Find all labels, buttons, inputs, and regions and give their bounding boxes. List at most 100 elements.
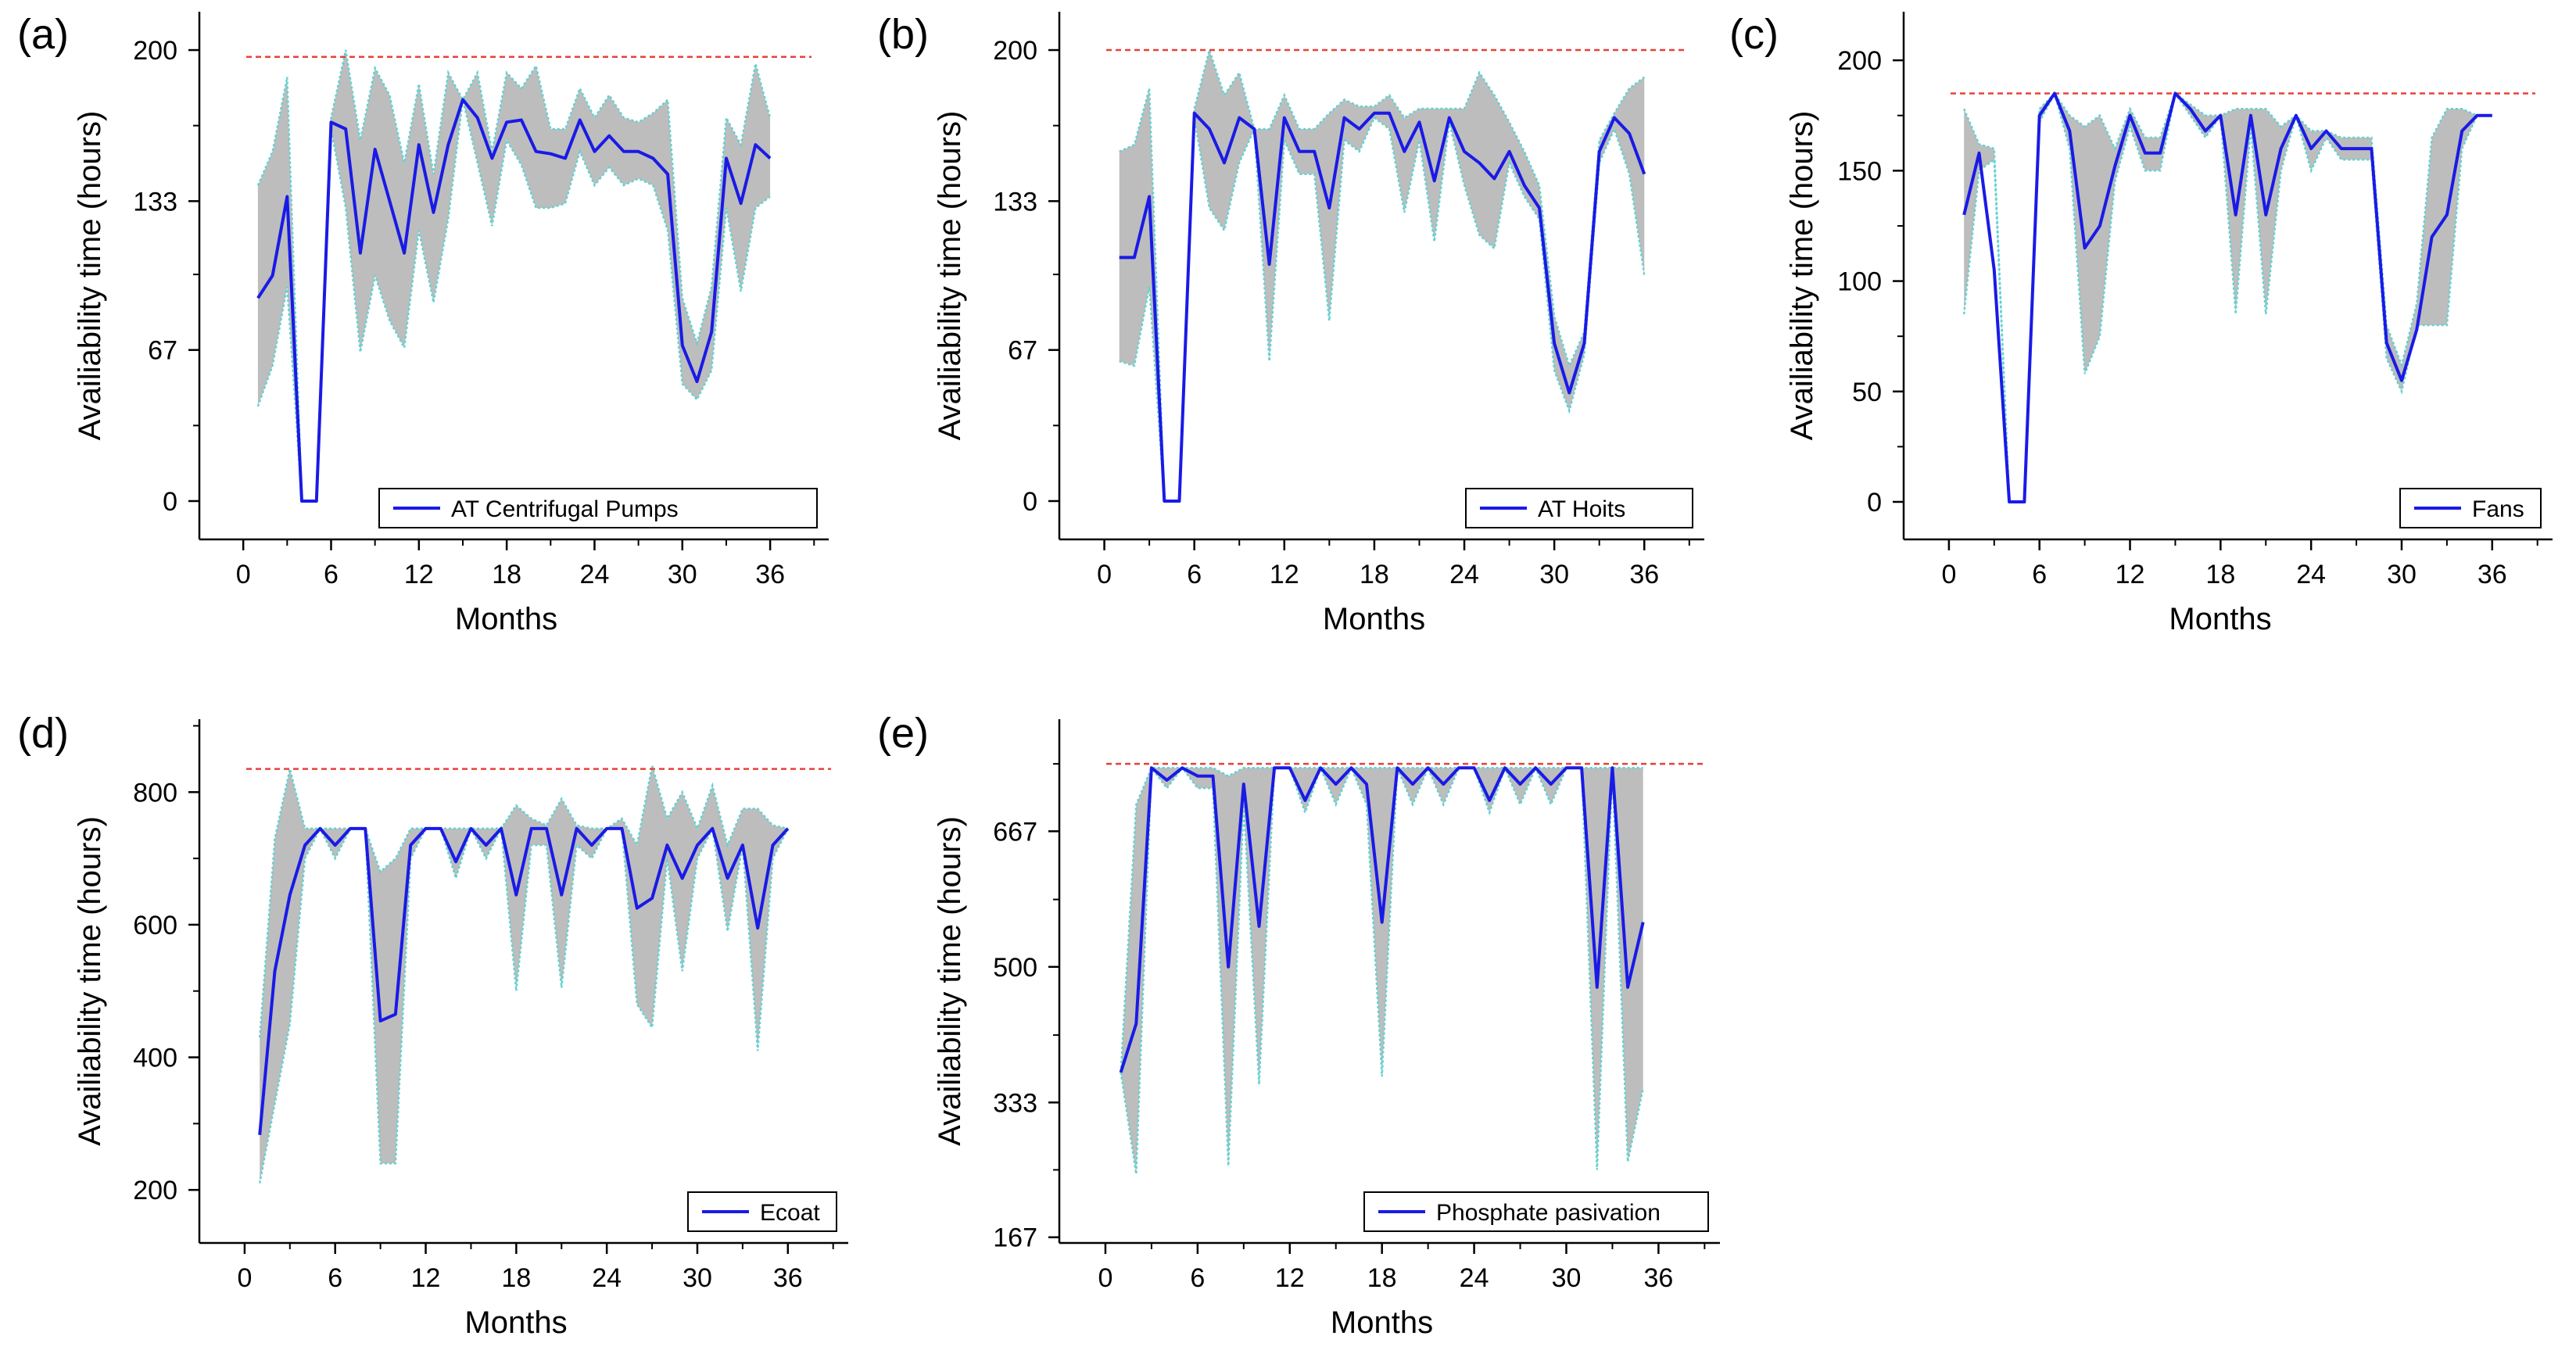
y-tick-label: 500 [993,953,1037,983]
y-tick-label: 133 [993,187,1037,217]
x-tick-label: 12 [1275,1263,1305,1293]
y-tick-label: 333 [993,1088,1037,1118]
legend-box [378,488,818,528]
y-tick-label: 50 [1852,378,1882,407]
x-tick-label: 24 [1460,1263,1489,1293]
y-axis-title: Availiability time (hours) [933,111,967,441]
legend: Fans [2399,488,2542,528]
x-tick-label: 0 [1097,560,1112,589]
x-axis-title: Months [1323,602,1425,636]
x-axis-title: Months [2169,602,2271,636]
band-upper-edge [1963,91,2492,503]
x-tick-label: 12 [411,1263,441,1293]
x-tick-label: 24 [1449,560,1479,589]
x-tick-label: 30 [1552,1263,1582,1293]
x-tick-label: 36 [755,560,785,589]
x-tick-label: 0 [1941,560,1956,589]
legend: Phosphate pasivation [1363,1191,1709,1232]
y-axis-title: Availiability time (hours) [1785,111,1819,441]
x-tick-label: 30 [1539,560,1569,589]
legend-label: Fans [2472,496,2524,522]
uncertainty-band [1964,93,2492,502]
x-tick-label: 36 [1629,560,1659,589]
y-tick-label: 200 [133,36,177,66]
y-tick-label: 133 [133,187,177,217]
x-tick-label: 18 [492,560,521,589]
y-axis-title: Availiability time (hours) [933,816,967,1146]
x-tick-label: 36 [1643,1263,1673,1293]
y-tick-label: 400 [133,1044,177,1073]
y-tick-label: 100 [1837,267,1882,297]
x-tick-label: 30 [668,560,697,589]
band-lower-edge [1120,765,1644,1174]
chart-panel: (c) 0 6 12 18 24 30 36 0 50 100 150 200 Months Availia… [1729,11,2553,636]
x-tick-label: 6 [1187,560,1202,589]
x-tick-label: 12 [2116,560,2145,589]
legend-label: AT Centrifugal Pumps [451,496,679,522]
uncertainty-band [1120,768,1643,1174]
x-tick-label: 18 [501,1263,531,1293]
x-tick-label: 18 [2205,560,2235,589]
panel-letter: (b) [877,11,929,58]
y-tick-label: 200 [133,1176,177,1205]
legend: AT Centrifugal Pumps [378,488,818,528]
x-tick-label: 6 [324,560,339,589]
chart-panel: (b) 0 6 12 18 24 30 36 0 67 133 200 Months Availiabil… [877,11,1704,636]
chart-panel: (d) 0 6 12 18 24 30 36 200 400 600 800 Months Availia… [17,710,848,1340]
legend-label: Ecoat [760,1200,820,1226]
x-tick-label: 30 [683,1263,712,1293]
legend-label: Phosphate pasivation [1436,1200,1661,1226]
y-tick-label: 200 [993,36,1037,66]
y-axis-title: Availiability time (hours) [73,816,107,1146]
panel-letter: (c) [1729,11,1779,58]
uncertainty-band [257,50,771,501]
panel-letter: (d) [17,710,69,757]
x-tick-label: 24 [2296,560,2326,589]
y-tick-label: 0 [163,487,177,517]
x-tick-label: 18 [1360,560,1389,589]
x-tick-label: 18 [1367,1263,1397,1293]
x-tick-label: 36 [773,1263,803,1293]
y-tick-label: 67 [148,336,177,366]
band-lower-edge [256,99,771,503]
y-tick-label: 150 [1837,156,1882,186]
x-tick-label: 6 [2032,560,2047,589]
panel-letter: (e) [877,710,929,757]
x-tick-label: 12 [404,560,434,589]
x-tick-label: 36 [2477,560,2507,589]
band-upper-edge [258,765,789,1038]
band-lower-edge [1119,116,1646,503]
legend-label: AT Hoits [1538,496,1625,522]
y-tick-label: 800 [133,778,177,808]
x-tick-label: 6 [1190,1263,1205,1293]
x-axis-title: Months [455,602,557,636]
x-axis-title: Months [464,1305,567,1340]
x-tick-label: 12 [1270,560,1299,589]
uncertainty-band [260,765,788,1184]
chart-panel: (e) 0 6 12 18 24 30 36 167 333 500 667 Months Availia… [877,710,1720,1340]
y-tick-label: 67 [1008,336,1037,366]
y-tick-label: 200 [1837,46,1882,76]
x-axis-title: Months [1331,1305,1433,1340]
y-tick-label: 600 [133,911,177,940]
panel-letter: (a) [17,11,69,58]
x-tick-label: 0 [237,1263,252,1293]
x-tick-label: 6 [328,1263,342,1293]
series-line [256,98,772,503]
series-line [258,826,790,1135]
series-line [1119,766,1645,1073]
y-tick-label: 0 [1023,487,1037,517]
y-tick-label: 167 [993,1223,1037,1253]
series-line [1962,91,2492,503]
x-tick-label: 30 [2387,560,2417,589]
x-tick-label: 0 [1098,1263,1112,1293]
x-tick-label: 24 [580,560,610,589]
y-axis-title: Availiability time (hours) [73,111,107,441]
series-line [1119,111,1646,503]
legend: Ecoat [687,1191,837,1232]
chart-panel: (a) 0 6 12 18 24 30 36 0 67 133 200 Months Availiabil… [17,11,829,636]
band-lower-edge [1962,91,2492,503]
y-tick-label: 0 [1867,488,1882,518]
legend: AT Hoits [1465,488,1693,528]
